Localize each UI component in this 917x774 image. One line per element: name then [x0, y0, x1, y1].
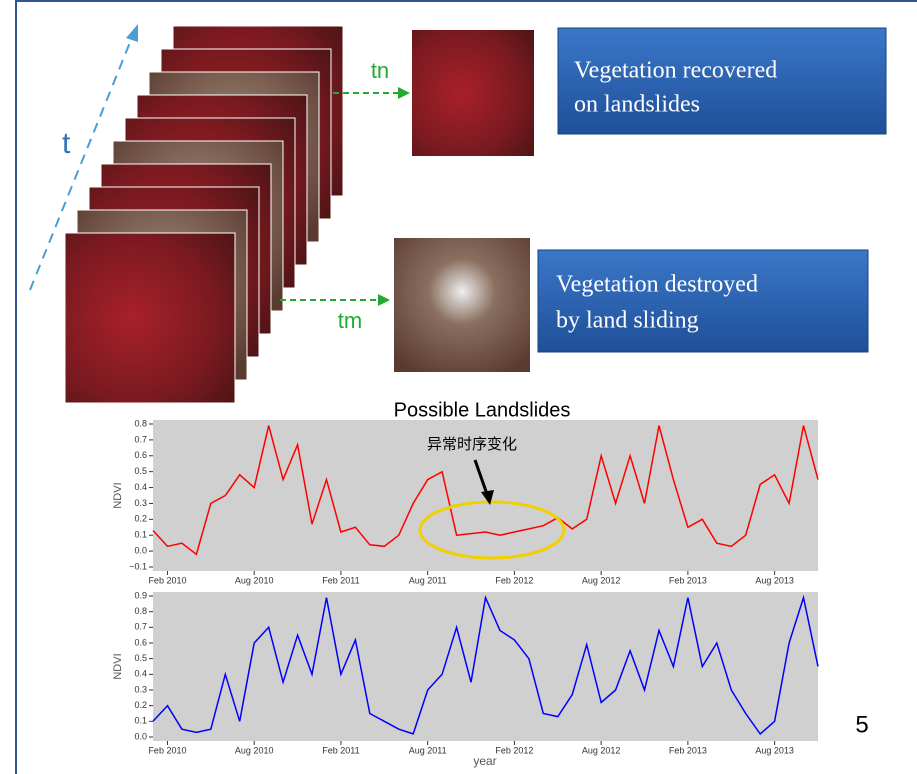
late-label: tn [371, 58, 389, 83]
page-number: 5 [855, 711, 868, 738]
x-tick-label: Aug 2010 [235, 575, 274, 585]
x-tick-label: Aug 2013 [755, 745, 794, 755]
box-text: Vegetation recovered [574, 58, 777, 84]
y-tick-label: 0.5 [134, 466, 147, 476]
arrow-head [126, 24, 138, 42]
y-tick-label: 0.7 [134, 622, 147, 632]
slide: t tn tm Vegetation recovered on landslid… [0, 0, 917, 774]
y-tick-label: 0.4 [134, 669, 147, 679]
box-text: on landslides [574, 92, 700, 118]
y-tick-label: 0.2 [134, 514, 147, 524]
image-stack [65, 26, 343, 403]
arrow-head [378, 294, 390, 306]
destroyed-box [538, 250, 868, 352]
annotation: 异常时序变化 [427, 436, 517, 453]
y-tick-label: 0.5 [134, 653, 147, 663]
y-tick-label: 0.4 [134, 482, 147, 492]
chart-title: Possible Landslides [394, 399, 571, 421]
y-tick-label: 0.8 [134, 606, 147, 616]
y-tick-label: 0.6 [134, 637, 147, 647]
y-tick-label: 0.3 [134, 498, 147, 508]
x-axis-label: year [473, 754, 496, 768]
x-tick-label: Feb 2013 [669, 575, 707, 585]
x-tick-label: Feb 2010 [148, 745, 186, 755]
image-late [412, 30, 534, 156]
x-tick-label: Feb 2013 [669, 745, 707, 755]
y-tick-label: 0.0 [134, 545, 147, 555]
x-tick-label: Feb 2011 [322, 575, 359, 585]
x-tick-label: Feb 2012 [495, 575, 533, 585]
x-tick-label: Aug 2011 [409, 575, 447, 585]
y-tick-label: 0.6 [134, 450, 147, 460]
image-frame [65, 233, 235, 403]
y-tick-label: 0.3 [134, 684, 147, 694]
x-tick-label: Feb 2011 [322, 745, 359, 755]
x-tick-label: Aug 2013 [755, 575, 794, 585]
x-tick-label: Aug 2012 [582, 745, 621, 755]
time-label: t [62, 127, 71, 160]
image-early [394, 238, 530, 372]
y-axis-label: NDVI [112, 653, 124, 679]
y-tick-label: 0.1 [134, 530, 147, 540]
plot-area [153, 592, 818, 741]
x-tick-label: Aug 2010 [235, 745, 274, 755]
x-tick-label: Feb 2010 [148, 575, 186, 585]
x-tick-label: Feb 2012 [495, 745, 533, 755]
early-label: tm [338, 308, 362, 333]
x-tick-label: Aug 2012 [582, 575, 621, 585]
y-tick-label: 0.8 [134, 418, 147, 428]
box-text: by land sliding [556, 308, 699, 334]
y-tick-label: −0.1 [129, 561, 147, 571]
y-tick-label: 0.9 [134, 590, 147, 600]
y-axis-label: NDVI [112, 482, 124, 508]
y-tick-label: 0.0 [134, 731, 147, 741]
x-tick-label: Aug 2011 [409, 745, 447, 755]
box-text: Vegetation destroyed [556, 272, 758, 298]
y-tick-label: 0.1 [134, 716, 147, 726]
y-tick-label: 0.2 [134, 700, 147, 710]
y-tick-label: 0.7 [134, 434, 147, 444]
arrow-head [398, 87, 410, 99]
